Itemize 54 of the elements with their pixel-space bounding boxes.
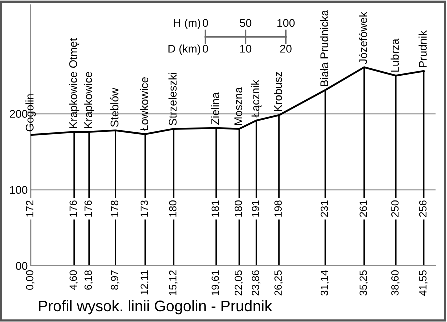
x-tick-label: 26,25	[274, 270, 284, 296]
annotation: 173	[140, 200, 148, 217]
annotation: 0	[202, 45, 208, 53]
text: Profil wysok. linii Gogolin - Prudnik	[39, 300, 272, 315]
annotation: 256	[419, 200, 427, 218]
annotation: 191	[252, 200, 260, 217]
x-tick-label: 35,25	[360, 270, 368, 296]
annotation: Łącznik	[251, 80, 262, 118]
annotation: 176	[70, 200, 78, 217]
x-tick-label: 41,55	[420, 270, 428, 296]
annotation: Biała Prudnicka	[320, 10, 328, 86]
annotation: H (m)	[174, 18, 200, 30]
annotation: Zielina	[211, 92, 220, 125]
annotation: Krapkowice	[84, 72, 94, 128]
annotation: 250	[392, 200, 399, 218]
annotation: Łowkowice	[140, 78, 148, 132]
annotation: 100	[278, 19, 295, 28]
annotation: Steblów	[110, 88, 119, 128]
x-tick-label: 38,60	[392, 270, 400, 296]
x-tick-label: 12,11	[140, 270, 150, 295]
annotation: 180	[169, 200, 177, 217]
x-tick-label: 19,61	[212, 270, 220, 296]
annotation: 0	[202, 19, 208, 28]
annotation: Krobusz	[274, 72, 282, 112]
y-tick-label: 00	[16, 262, 28, 270]
x-tick-label: 8,97	[111, 270, 120, 290]
annotation: 50	[240, 19, 252, 28]
annotation: Józefówek	[359, 12, 368, 64]
annotation: 231	[320, 200, 328, 218]
annotation: 176	[84, 200, 92, 217]
annotation: 181	[212, 200, 220, 217]
annotation: Gogolin	[26, 94, 36, 132]
annotation: 178	[111, 200, 119, 217]
annotation: 20	[280, 45, 292, 53]
y-tick-label: 200	[10, 110, 28, 118]
x-tick-label: 6,18	[84, 270, 94, 290]
x-tick-label: 23,86	[252, 270, 261, 296]
annotation: 261	[360, 200, 368, 218]
annotation: D (km)	[168, 44, 200, 56]
annotation: 198	[274, 200, 282, 217]
x-tick-label: 0,00	[26, 270, 35, 290]
x-tick-label: 31,14	[320, 270, 330, 296]
x-tick-label: 15,12	[169, 270, 178, 296]
x-tick-label: 22,05	[234, 270, 244, 296]
annotation: 10	[240, 45, 252, 53]
annotation: Krapkowice Otmęt	[69, 38, 80, 128]
annotation: Lubrza	[390, 38, 400, 72]
annotation: Strzeleszki	[168, 73, 177, 126]
x-tick-label: 4,60	[70, 270, 78, 290]
y-tick-label: 100	[10, 186, 28, 194]
annotation: Moszna	[234, 87, 242, 126]
annotation: Prudnik	[418, 30, 427, 68]
annotation: 180	[234, 200, 242, 217]
annotation: 172	[26, 200, 34, 217]
